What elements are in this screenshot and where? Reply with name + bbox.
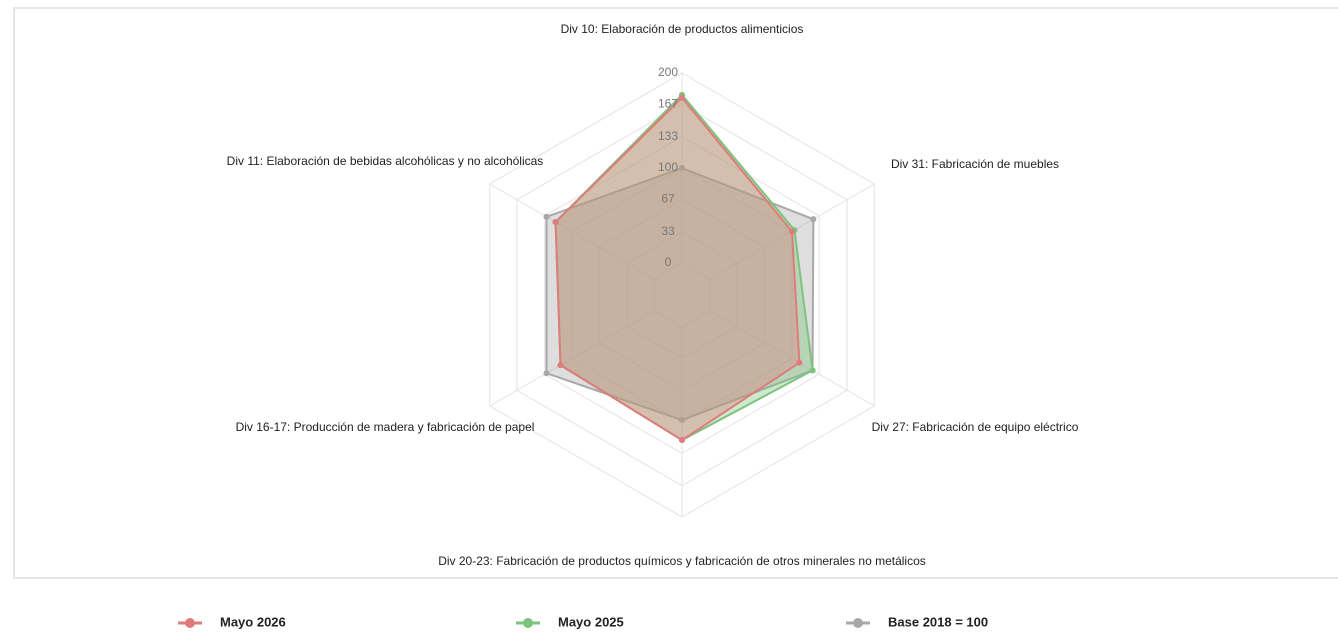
data-point — [796, 359, 803, 366]
data-point — [543, 213, 550, 220]
r-tick-label: 100 — [658, 160, 678, 174]
legend-label: Mayo 2025 — [558, 614, 624, 629]
series-areas — [543, 91, 817, 444]
data-point — [679, 94, 685, 101]
axis-label: Div 20-23: Fabricación de productos quím… — [438, 554, 926, 568]
data-point — [809, 367, 816, 374]
axis-label: Div 10: Elaboración de productos aliment… — [561, 22, 804, 36]
r-tick-label: 67 — [661, 192, 675, 206]
r-tick-label: 133 — [658, 129, 678, 143]
r-tick-label: 33 — [661, 224, 675, 238]
axis-label: Div 16-17: Producción de madera y fabric… — [236, 420, 535, 434]
r-tick-label: 0 — [665, 255, 672, 269]
data-point — [552, 219, 559, 225]
spoke — [489, 183, 655, 280]
data-point — [679, 417, 685, 424]
axis-label: Div 31: Fabricación de muebles — [891, 157, 1059, 171]
legend-label: Mayo 2026 — [220, 614, 286, 629]
spoke — [709, 310, 875, 407]
data-point — [810, 216, 817, 223]
legend-label: Base 2018 = 100 — [888, 614, 988, 629]
labels: 0 33 67 100 133 167 200 Div 10: Elaboración de … — [227, 22, 1079, 568]
data-point — [679, 165, 685, 171]
legend-symbol — [523, 618, 533, 628]
axis-label: Div 11: Elaboración de bebidas alcohólic… — [227, 154, 544, 168]
data-point — [788, 228, 795, 235]
data-point — [543, 370, 550, 377]
axis-label: Div 27: Fabricación de equipo eléctrico — [872, 420, 1079, 434]
r-tick-label: 200 — [658, 65, 678, 79]
legend-symbol — [853, 618, 863, 628]
r-tick-label: 167 — [658, 97, 678, 111]
legend-symbol — [185, 618, 195, 628]
data-point — [557, 362, 564, 369]
data-point — [679, 437, 685, 444]
spoke — [489, 310, 655, 407]
